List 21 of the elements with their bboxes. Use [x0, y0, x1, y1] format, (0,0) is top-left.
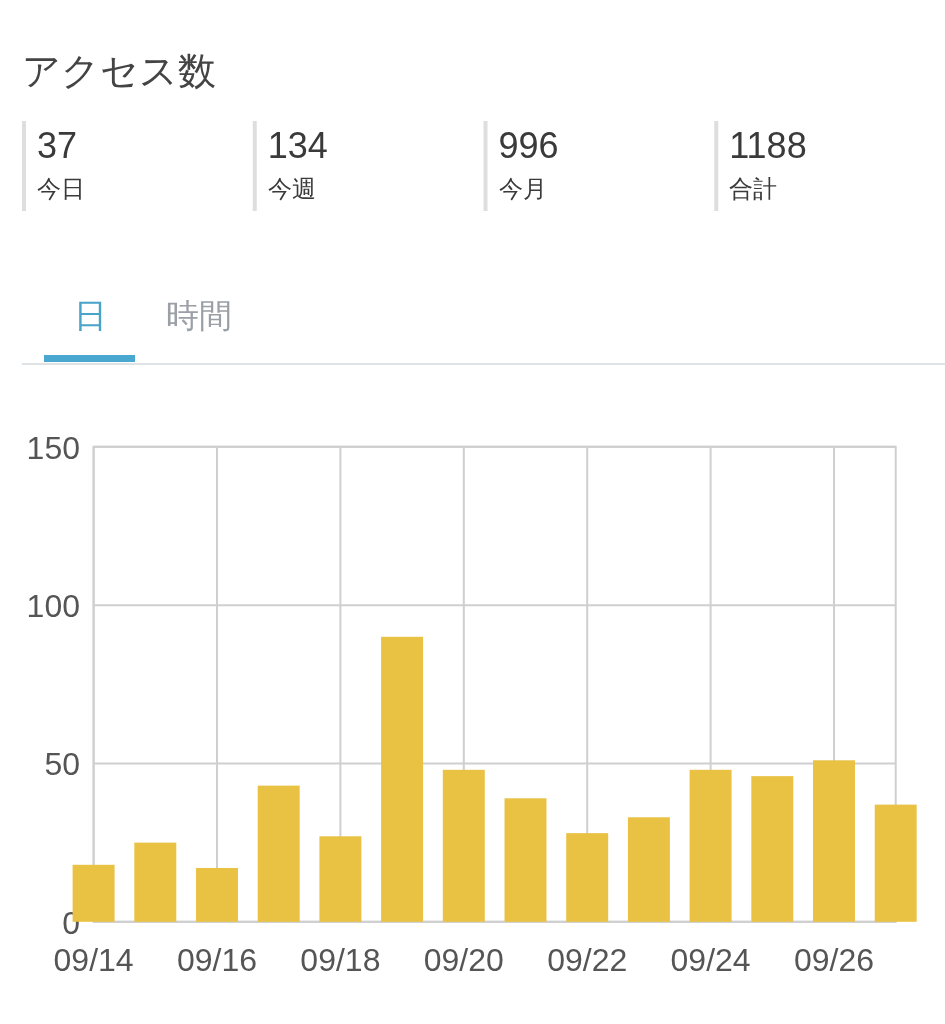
x-tick-label: 09/26: [793, 942, 875, 978]
x-tick-label: 09/14: [53, 942, 134, 978]
tab-label: 日: [73, 297, 107, 334]
label: 今日: [37, 175, 85, 202]
x-tick-label: 09/24: [670, 942, 751, 978]
x-tick-label: 09/16: [176, 942, 258, 978]
y-tick-label: 150: [26, 429, 80, 466]
value: 134: [267, 125, 328, 166]
x-tick-label: 09/22: [547, 942, 628, 978]
value: 1188: [729, 125, 807, 166]
label: 今月: [498, 175, 547, 202]
y-tick-label: 100: [26, 588, 80, 625]
tab-label: 時間: [166, 297, 232, 334]
value: 37: [37, 125, 78, 166]
x-tick-label: 09/18: [300, 942, 381, 978]
y-tick-label: 50: [44, 746, 80, 783]
label: 合計: [729, 175, 778, 202]
title: アクセス数: [22, 50, 216, 92]
x-tick-label: 09/20: [423, 942, 504, 978]
value: 996: [498, 125, 559, 166]
label: 今週: [267, 175, 316, 202]
